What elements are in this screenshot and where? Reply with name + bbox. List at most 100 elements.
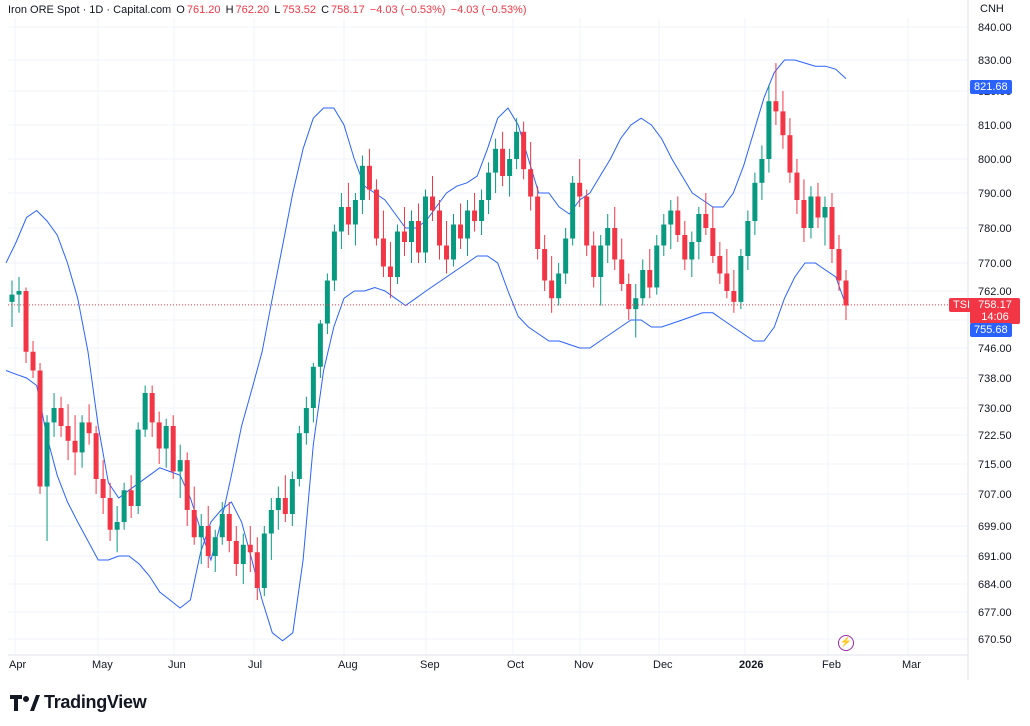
x-tick-label: Nov bbox=[574, 659, 594, 671]
candle-body bbox=[100, 479, 106, 498]
tradingview-logo[interactable]: TradingView bbox=[10, 692, 147, 713]
close-label: C bbox=[321, 4, 330, 16]
x-tick-label: Jun bbox=[168, 659, 186, 671]
high-label: H bbox=[225, 4, 234, 16]
candle-body bbox=[212, 537, 218, 556]
candle-body bbox=[359, 165, 365, 200]
candle-body bbox=[780, 111, 786, 136]
low-label: L bbox=[274, 4, 281, 16]
candle-body bbox=[107, 498, 113, 530]
candle-body bbox=[696, 214, 702, 242]
candle-body bbox=[801, 200, 807, 228]
candle-body bbox=[591, 245, 597, 277]
candle-body bbox=[668, 210, 674, 225]
y-tick-label: 810.00 bbox=[978, 120, 1012, 132]
candle-body bbox=[79, 422, 85, 453]
y-tick-label: 830.00 bbox=[978, 55, 1012, 67]
y-tick-label: 800.00 bbox=[978, 154, 1012, 166]
y-tick-label: 677.00 bbox=[978, 607, 1012, 619]
candle-body bbox=[430, 196, 436, 211]
candle-body bbox=[829, 207, 835, 249]
candle-body bbox=[584, 196, 590, 246]
candle-body bbox=[51, 408, 57, 423]
tradingview-logo-text: TradingView bbox=[44, 692, 147, 712]
candle-body bbox=[843, 280, 849, 306]
candle-body bbox=[380, 238, 386, 267]
candle-body bbox=[836, 249, 842, 281]
y-tick-label: 746.00 bbox=[978, 343, 1012, 355]
candle-body bbox=[654, 245, 660, 288]
change-value: −4.03 (−0.53%) bbox=[369, 4, 446, 16]
candle-body bbox=[415, 221, 421, 253]
candle-body bbox=[710, 228, 716, 256]
candle-body bbox=[156, 422, 162, 449]
y-tick-label: 770.00 bbox=[978, 258, 1012, 270]
candle-body bbox=[472, 210, 478, 221]
candle-body bbox=[556, 273, 562, 299]
x-tick-label: 2026 bbox=[739, 659, 763, 671]
candle-body bbox=[303, 408, 309, 434]
candle-body bbox=[184, 460, 190, 510]
lightning-icon[interactable]: ⚡ bbox=[838, 635, 854, 651]
candle-body bbox=[9, 294, 15, 302]
lower-band-tag: 755.68 bbox=[970, 323, 1012, 337]
y-tick-label: 670.50 bbox=[978, 634, 1012, 646]
candle-body bbox=[794, 172, 800, 200]
candle-body bbox=[163, 426, 169, 449]
candle-body bbox=[65, 426, 71, 441]
candle-body bbox=[633, 298, 639, 310]
candle-body bbox=[345, 207, 351, 225]
candle-body bbox=[408, 221, 414, 242]
candle-body bbox=[514, 131, 520, 159]
symbol-title: Iron ORE Spot · 1D · Capital.com bbox=[8, 4, 172, 16]
candle-body bbox=[30, 351, 36, 371]
chart-legend: Iron ORE Spot · 1D · Capital.com O 761.20… bbox=[8, 4, 529, 16]
candle-body bbox=[331, 231, 337, 281]
symbol-tag: TSI bbox=[949, 298, 975, 312]
candle-body bbox=[612, 228, 618, 260]
close-value: 758.17 bbox=[331, 4, 365, 16]
candle-body bbox=[731, 291, 737, 302]
candle-body bbox=[675, 210, 681, 235]
open-label: O bbox=[176, 4, 185, 16]
y-tick-label: 840.00 bbox=[978, 22, 1012, 34]
candle-body bbox=[738, 256, 744, 302]
candle-body bbox=[542, 249, 548, 281]
candle-body bbox=[240, 544, 246, 564]
open-value: 761.20 bbox=[186, 4, 221, 16]
candle-body bbox=[822, 207, 828, 218]
candle-body bbox=[86, 422, 92, 434]
x-tick-label: Aug bbox=[338, 659, 358, 671]
candle-body bbox=[752, 182, 758, 221]
x-tick-label: May bbox=[92, 659, 113, 671]
high-value: 762.20 bbox=[235, 4, 270, 16]
candle-body bbox=[261, 533, 267, 588]
candle-body bbox=[58, 408, 64, 426]
candle-body bbox=[808, 196, 814, 228]
candle-body bbox=[766, 101, 772, 159]
candle-body bbox=[219, 514, 225, 538]
y-tick-label: 780.00 bbox=[978, 223, 1012, 235]
x-tick-label: Sep bbox=[420, 659, 440, 671]
candle-body bbox=[605, 228, 611, 246]
y-tick-label: 699.00 bbox=[978, 521, 1012, 533]
x-tick-label: Feb bbox=[822, 659, 841, 671]
candle-body bbox=[324, 280, 330, 324]
candle-body bbox=[724, 273, 730, 291]
candle-body bbox=[310, 366, 316, 408]
candle-body bbox=[72, 440, 78, 453]
candle-body bbox=[535, 196, 541, 249]
candle-body bbox=[815, 196, 821, 218]
candle-body bbox=[275, 498, 281, 510]
candle-body bbox=[486, 172, 492, 200]
candle-body bbox=[745, 221, 751, 256]
currency-label[interactable]: CNH bbox=[980, 3, 1004, 15]
candle-body bbox=[149, 393, 155, 423]
candle-body bbox=[177, 460, 183, 472]
candle-body bbox=[254, 552, 260, 588]
tradingview-logo-icon bbox=[10, 694, 40, 711]
candle-body bbox=[682, 235, 688, 260]
bollinger-lower-line bbox=[5, 255, 847, 642]
candle-body bbox=[598, 245, 604, 277]
